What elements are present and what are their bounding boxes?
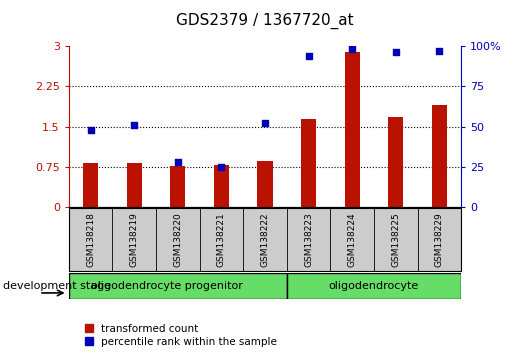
Text: GSM138219: GSM138219 xyxy=(130,212,139,267)
Text: GSM138221: GSM138221 xyxy=(217,212,226,267)
Bar xyxy=(258,161,272,207)
Bar xyxy=(170,166,185,207)
Point xyxy=(304,53,313,58)
Text: GSM138224: GSM138224 xyxy=(348,212,357,267)
Text: GSM138225: GSM138225 xyxy=(391,212,400,267)
Point xyxy=(348,46,356,52)
FancyBboxPatch shape xyxy=(287,273,461,299)
Text: oligodendrocyte: oligodendrocyte xyxy=(329,281,419,291)
Bar xyxy=(83,163,99,207)
Point xyxy=(130,122,138,128)
Text: GSM138229: GSM138229 xyxy=(435,212,444,267)
Text: GSM138220: GSM138220 xyxy=(173,212,182,267)
Text: oligodendrocyte progenitor: oligodendrocyte progenitor xyxy=(91,281,243,291)
Bar xyxy=(214,165,229,207)
Point xyxy=(261,120,269,126)
Text: development stage: development stage xyxy=(3,281,111,291)
Text: GSM138223: GSM138223 xyxy=(304,212,313,267)
Point xyxy=(86,127,95,133)
Bar xyxy=(344,52,360,207)
Point xyxy=(174,159,182,165)
Point xyxy=(392,50,400,55)
Text: GDS2379 / 1367720_at: GDS2379 / 1367720_at xyxy=(176,12,354,29)
FancyBboxPatch shape xyxy=(69,273,287,299)
Bar xyxy=(127,163,142,207)
Bar xyxy=(388,117,403,207)
Text: GSM138222: GSM138222 xyxy=(261,212,269,267)
Bar xyxy=(432,105,447,207)
Legend: transformed count, percentile rank within the sample: transformed count, percentile rank withi… xyxy=(85,324,277,347)
Bar xyxy=(301,119,316,207)
Point xyxy=(435,48,444,54)
Text: GSM138218: GSM138218 xyxy=(86,212,95,267)
Point xyxy=(217,164,226,170)
